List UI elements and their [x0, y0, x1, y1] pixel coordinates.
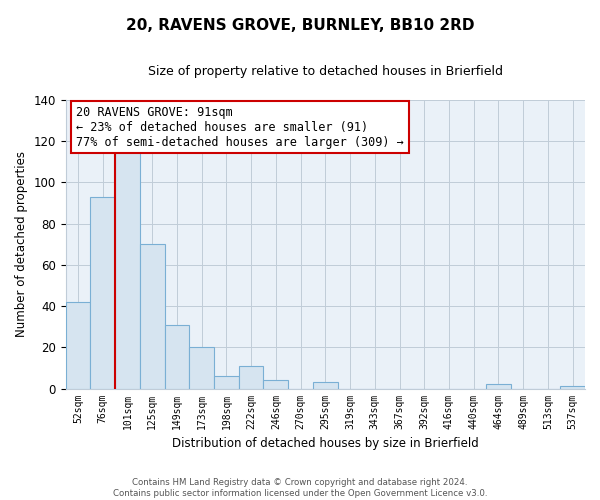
Text: 20, RAVENS GROVE, BURNLEY, BB10 2RD: 20, RAVENS GROVE, BURNLEY, BB10 2RD	[126, 18, 474, 32]
Text: 20 RAVENS GROVE: 91sqm
← 23% of detached houses are smaller (91)
77% of semi-det: 20 RAVENS GROVE: 91sqm ← 23% of detached…	[76, 106, 404, 149]
Bar	[486, 384, 511, 388]
Bar	[560, 386, 585, 388]
Bar	[65, 302, 91, 388]
X-axis label: Distribution of detached houses by size in Brierfield: Distribution of detached houses by size …	[172, 437, 479, 450]
Bar	[263, 380, 288, 388]
Text: Contains HM Land Registry data © Crown copyright and database right 2024.
Contai: Contains HM Land Registry data © Crown c…	[113, 478, 487, 498]
Bar	[214, 376, 239, 388]
Y-axis label: Number of detached properties: Number of detached properties	[15, 152, 28, 338]
Bar	[115, 150, 140, 388]
Bar	[164, 324, 190, 388]
Bar	[313, 382, 338, 388]
Title: Size of property relative to detached houses in Brierfield: Size of property relative to detached ho…	[148, 65, 503, 78]
Bar	[239, 366, 263, 388]
Bar	[140, 244, 164, 388]
Bar	[190, 348, 214, 389]
Bar	[91, 197, 115, 388]
